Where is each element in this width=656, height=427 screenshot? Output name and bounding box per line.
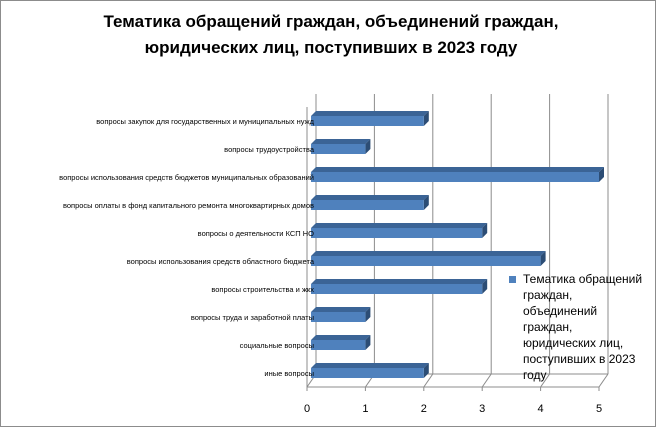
bar-top [311,363,429,368]
category-label: социальные вопросы [240,341,314,350]
bar-top [311,139,371,144]
bar-top [311,251,546,256]
bar-top [311,195,429,200]
bar-side [423,195,429,210]
bar-side [423,363,429,378]
floor-line-4 [540,373,551,388]
bar-side [540,251,546,266]
bar [311,340,366,350]
bar-side [423,111,429,126]
category-label: вопросы труда и заработной платы [191,313,314,322]
category-label: вопросы о деятельности КСП НО [198,229,314,238]
x-tick-label: 2 [421,403,427,415]
bar-side [482,223,488,238]
x-tick-label: 1 [362,403,368,415]
bar-side [599,167,604,182]
bar [311,116,424,126]
category-label: вопросы использования средств бюджетов м… [59,173,314,182]
legend-swatch [509,276,516,283]
bar-side [482,279,488,294]
bar [311,228,483,238]
bar-top [311,111,429,116]
bar-side [365,139,371,154]
bar-side [365,335,371,350]
floor-line-2 [423,373,434,388]
legend-label: Тематика обращений граждан, объединений … [523,272,643,382]
floor-line-5 [598,373,609,388]
x-tick-label: 5 [596,403,602,415]
bar-side [365,307,371,322]
category-label: вопросы использования средств областного… [127,257,315,266]
category-label: вопросы строительства и жкх [211,285,314,294]
bar-top [311,335,371,340]
category-label: вопросы оплаты в фонд капитального ремон… [63,201,314,210]
bar-top [311,167,604,172]
x-tick-label: 4 [538,403,544,415]
bar-top [311,307,371,312]
bar [311,200,424,210]
x-tick-label: 0 [304,403,310,415]
x-tick-label: 3 [479,403,485,415]
bar [311,256,541,266]
bar [311,144,366,154]
bar-top [311,223,488,228]
category-label: вопросы закупок для государственных и му… [96,117,314,126]
floor-line-3 [481,373,492,388]
category-label: иные вопросы [264,369,314,378]
bar [311,312,366,322]
chart-title: Тематика обращений граждан, объединений … [103,12,559,57]
bar [311,284,483,294]
category-label: вопросы трудоустройства [224,145,315,154]
bar [311,172,599,182]
bar-top [311,279,488,284]
bar [311,368,424,378]
